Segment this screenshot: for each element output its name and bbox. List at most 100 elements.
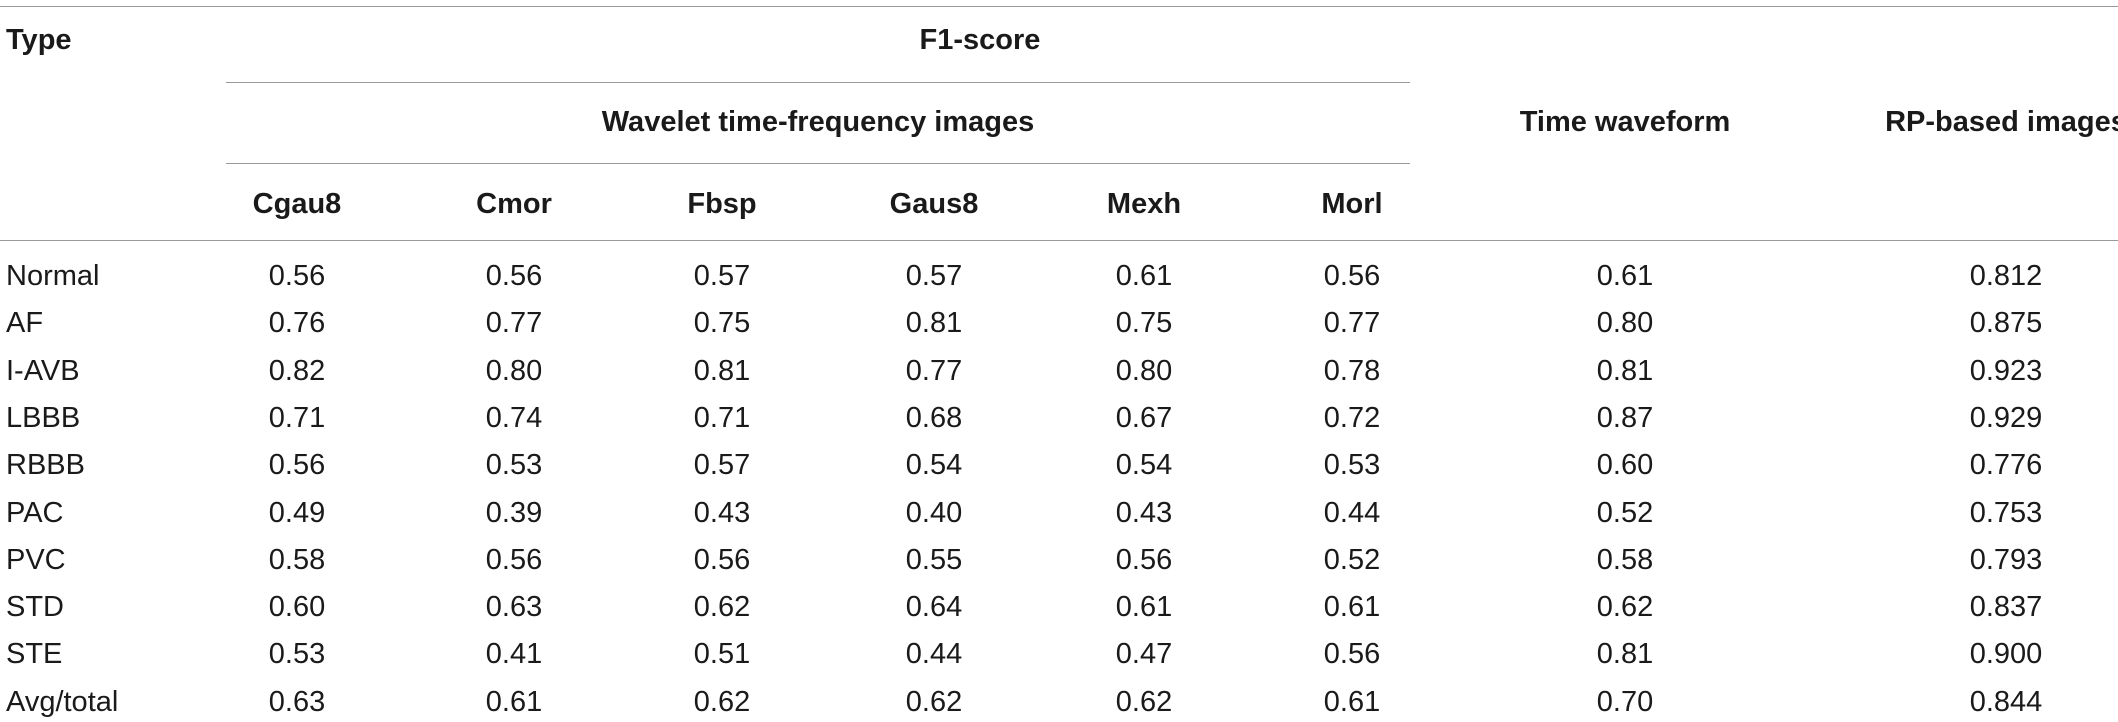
table-cell: 0.75 — [1115, 307, 1173, 339]
f1-score-underline — [226, 82, 1410, 83]
table-cell: 0.61 — [1323, 591, 1381, 623]
table-cell: 0.62 — [1596, 591, 1654, 623]
table-cell: 0.64 — [905, 591, 963, 623]
table-cell: 0.43 — [1115, 497, 1173, 529]
table-cell: 0.61 — [1115, 260, 1173, 292]
table-cell: 0.61 — [1596, 260, 1654, 292]
header-rp-images: RP-based images — [1885, 106, 2118, 138]
table-cell: 0.81 — [1596, 355, 1654, 387]
table-cell: 0.78 — [1323, 355, 1381, 387]
table-cell: 0.63 — [268, 686, 326, 718]
table-cell: 0.57 — [693, 449, 751, 481]
table-cell: 0.56 — [1115, 544, 1173, 576]
table-cell: 0.52 — [1323, 544, 1381, 576]
table-cell: 0.82 — [268, 355, 326, 387]
table-cell: 0.900 — [1969, 638, 2043, 670]
table-cell: 0.61 — [1323, 686, 1381, 718]
table-cell: 0.40 — [905, 497, 963, 529]
table-cell: 0.80 — [1596, 307, 1654, 339]
table-cell: 0.76 — [268, 307, 326, 339]
header-wavelet-group: Wavelet time-frequency images — [601, 106, 1035, 138]
table-cell: 0.62 — [1115, 686, 1173, 718]
table-cell: 0.61 — [1115, 591, 1173, 623]
table-cell: 0.61 — [485, 686, 543, 718]
table-cell: 0.47 — [1115, 638, 1173, 670]
table-cell: 0.75 — [693, 307, 751, 339]
header-wavelet-fbsp: Fbsp — [687, 188, 757, 220]
table-cell: 0.56 — [1323, 638, 1381, 670]
table-cell: 0.87 — [1596, 402, 1654, 434]
row-type-label: AF — [6, 307, 44, 339]
table-cell: 0.63 — [485, 591, 543, 623]
table-cell: 0.43 — [693, 497, 751, 529]
header-time-waveform: Time waveform — [1519, 106, 1731, 138]
table-cell: 0.80 — [1115, 355, 1173, 387]
table-cell: 0.753 — [1969, 497, 2043, 529]
table-cell: 0.793 — [1969, 544, 2043, 576]
table-cell: 0.60 — [1596, 449, 1654, 481]
table-cell: 0.812 — [1969, 260, 2043, 292]
table-cell: 0.44 — [905, 638, 963, 670]
table-cell: 0.52 — [1596, 497, 1654, 529]
table-cell: 0.56 — [1323, 260, 1381, 292]
table-cell: 0.80 — [485, 355, 543, 387]
header-wavelet-morl: Morl — [1321, 188, 1383, 220]
table-cell: 0.51 — [693, 638, 751, 670]
table-cell: 0.54 — [905, 449, 963, 481]
table-cell: 0.60 — [268, 591, 326, 623]
table-cell: 0.62 — [905, 686, 963, 718]
table-cell: 0.923 — [1969, 355, 2043, 387]
table-cell: 0.57 — [905, 260, 963, 292]
header-wavelet-cmor: Cmor — [476, 188, 552, 220]
table-cell: 0.875 — [1969, 307, 2043, 339]
table-cell: 0.56 — [485, 544, 543, 576]
table-cell: 0.55 — [905, 544, 963, 576]
row-type-label: STE — [6, 638, 63, 670]
table-cell: 0.68 — [905, 402, 963, 434]
row-type-label: Normal — [6, 260, 100, 292]
row-type-label: STD — [6, 591, 64, 623]
table-cell: 0.81 — [905, 307, 963, 339]
table-cell: 0.67 — [1115, 402, 1173, 434]
row-type-label: PAC — [6, 497, 64, 529]
table-cell: 0.77 — [1323, 307, 1381, 339]
table-cell: 0.44 — [1323, 497, 1381, 529]
header-f1-score: F1-score — [919, 24, 1041, 56]
table-cell: 0.77 — [485, 307, 543, 339]
table-cell: 0.58 — [1596, 544, 1654, 576]
table-cell: 0.81 — [1596, 638, 1654, 670]
table-cell: 0.39 — [485, 497, 543, 529]
table-cell: 0.58 — [268, 544, 326, 576]
row-type-label: RBBB — [6, 449, 85, 481]
header-type: Type — [6, 24, 72, 56]
table-cell: 0.54 — [1115, 449, 1173, 481]
table-cell: 0.72 — [1323, 402, 1381, 434]
table-cell: 0.56 — [693, 544, 751, 576]
wavelet-group-underline — [226, 163, 1410, 164]
table-cell: 0.57 — [693, 260, 751, 292]
header-wavelet-cgau8: Cgau8 — [252, 188, 342, 220]
table-cell: 0.837 — [1969, 591, 2043, 623]
table-cell: 0.844 — [1969, 686, 2043, 718]
table-cell: 0.81 — [693, 355, 751, 387]
table-cell: 0.53 — [485, 449, 543, 481]
header-wavelet-mexh: Mexh — [1106, 188, 1182, 220]
table-cell: 0.41 — [485, 638, 543, 670]
table-cell: 0.776 — [1969, 449, 2043, 481]
table-cell: 0.71 — [693, 402, 751, 434]
row-type-label: LBBB — [6, 402, 81, 434]
table-cell: 0.56 — [485, 260, 543, 292]
table-cell: 0.53 — [268, 638, 326, 670]
table-cell: 0.77 — [905, 355, 963, 387]
table-cell: 0.56 — [268, 449, 326, 481]
table-cell: 0.49 — [268, 497, 326, 529]
table-cell: 0.62 — [693, 591, 751, 623]
row-type-label: PVC — [6, 544, 66, 576]
table-cell: 0.929 — [1969, 402, 2043, 434]
table-cell: 0.56 — [268, 260, 326, 292]
row-type-label: Avg/total — [6, 686, 119, 718]
header-bottom-rule — [0, 240, 2118, 241]
table-cell: 0.53 — [1323, 449, 1381, 481]
table-cell: 0.70 — [1596, 686, 1654, 718]
table-cell: 0.74 — [485, 402, 543, 434]
